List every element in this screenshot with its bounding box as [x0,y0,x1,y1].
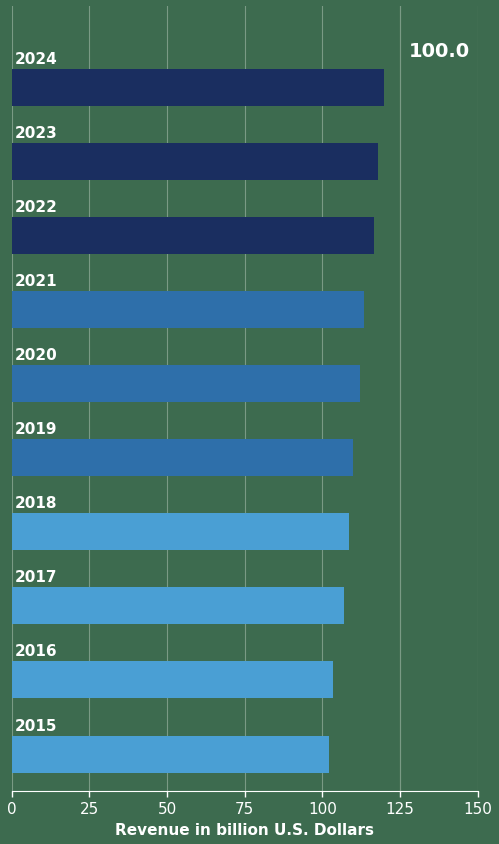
Bar [12,365,360,403]
Bar [12,587,344,625]
Bar [12,662,333,699]
Text: 2024: 2024 [15,51,57,67]
Bar [12,514,349,550]
Text: 100.0: 100.0 [409,42,471,61]
Text: 2017: 2017 [15,570,57,585]
X-axis label: Revenue in billion U.S. Dollars: Revenue in billion U.S. Dollars [115,822,374,837]
Bar [12,218,374,255]
Bar [12,143,378,181]
Text: 2015: 2015 [15,717,57,733]
Text: 2023: 2023 [15,126,57,141]
Bar [12,440,353,477]
Text: 2018: 2018 [15,495,57,511]
Text: 2016: 2016 [15,644,57,658]
Text: 2022: 2022 [15,200,58,215]
Bar [12,70,384,107]
Bar [12,292,364,329]
Bar [12,736,328,772]
Text: 2019: 2019 [15,422,57,437]
Text: 2020: 2020 [15,348,57,363]
Text: 2021: 2021 [15,273,57,289]
